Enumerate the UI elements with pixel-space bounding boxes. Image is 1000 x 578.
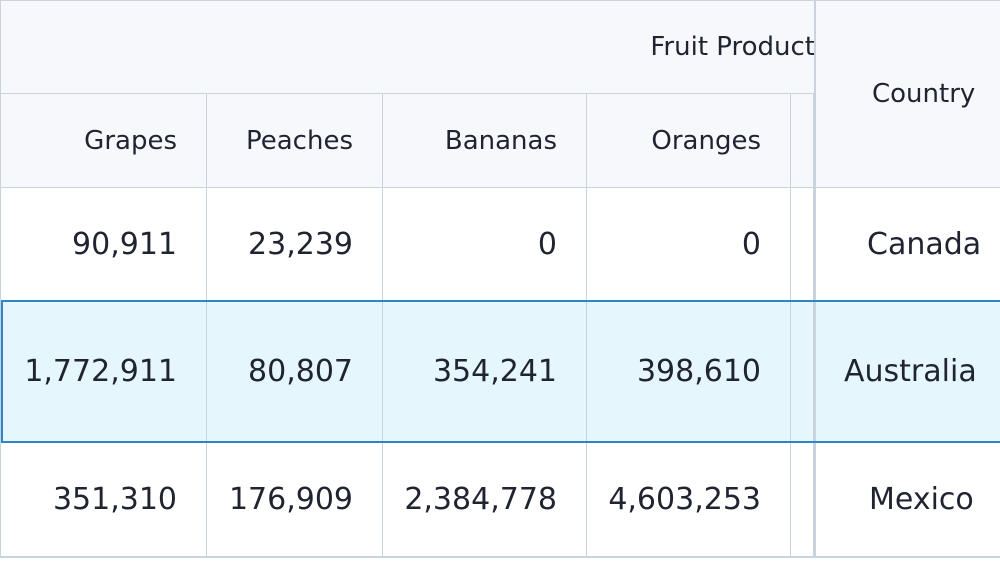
cell-peaches[interactable]: 80,807 [207, 301, 383, 443]
cell-peaches[interactable]: 23,239 [207, 188, 383, 301]
cell-grapes[interactable]: 351,310 [1, 443, 207, 557]
group-header-fruit-product[interactable]: Fruit Product [1, 0, 814, 94]
column-header-label: Bananas [444, 125, 557, 156]
column-header-country[interactable]: Country [814, 0, 1000, 188]
cell-bananas[interactable]: 2,384,778 [383, 443, 587, 557]
column-header-label: Oranges [651, 125, 761, 156]
column-header-label: Peaches [246, 125, 353, 156]
column-header-grapes[interactable]: Grapes [1, 94, 207, 188]
column-header-label: Country [872, 79, 976, 109]
cell-oranges[interactable]: 4,603,253 [587, 443, 791, 557]
cell-grapes[interactable]: 90,911 [1, 188, 207, 301]
cell-country[interactable]: Canada [814, 188, 1000, 301]
data-grid: Fruit Product Country Grapes Peaches Ban… [0, 0, 1000, 558]
cell-overflow [791, 188, 814, 301]
cell-oranges[interactable]: 398,610 [587, 301, 791, 443]
column-header-peaches[interactable]: Peaches [207, 94, 383, 188]
column-header-bananas[interactable]: Bananas [383, 94, 587, 188]
cell-country[interactable]: Australia [814, 301, 1000, 443]
cell-bananas[interactable]: 354,241 [383, 301, 587, 443]
cell-country[interactable]: Mexico [814, 443, 1000, 557]
grid-bottom-border [1, 556, 1000, 558]
cell-peaches[interactable]: 176,909 [207, 443, 383, 557]
column-header-oranges[interactable]: Oranges [587, 94, 791, 188]
cell-overflow [791, 443, 814, 557]
group-header-label: Fruit Product [650, 32, 814, 62]
cell-oranges[interactable]: 0 [587, 188, 791, 301]
cell-overflow [791, 301, 814, 443]
cell-bananas[interactable]: 0 [383, 188, 587, 301]
cell-grapes[interactable]: 1,772,911 [1, 301, 207, 443]
column-header-label: Grapes [84, 125, 177, 156]
column-header-overflow[interactable] [791, 94, 814, 188]
